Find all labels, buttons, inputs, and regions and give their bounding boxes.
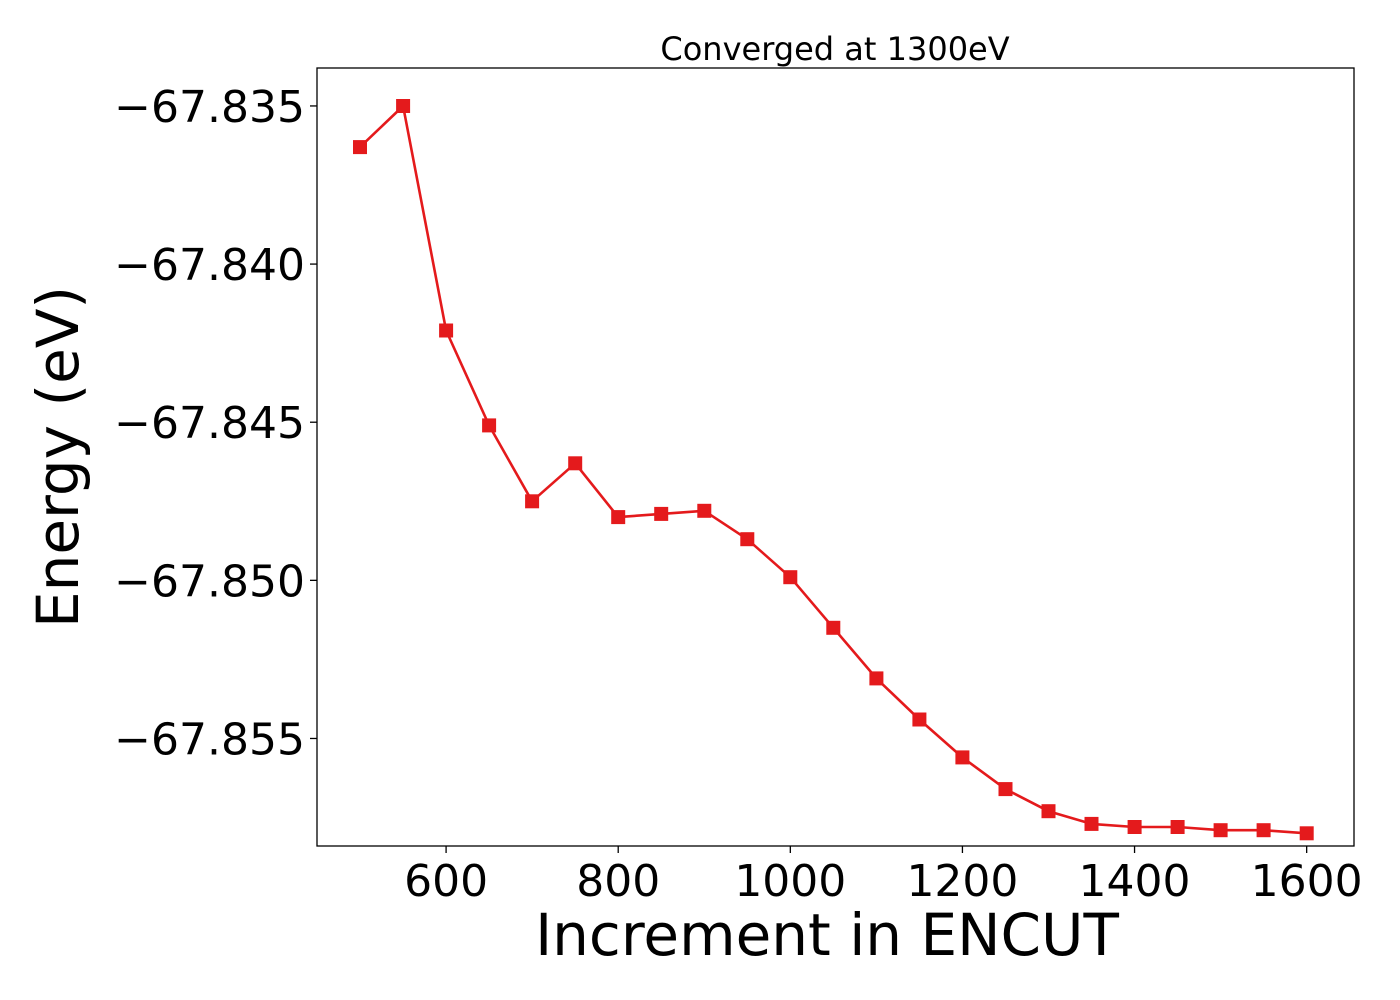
data-point-marker (1256, 823, 1271, 838)
x-tick-label: 1400 (1079, 856, 1191, 907)
y-tick-label: −67.845 (114, 398, 305, 449)
y-axis-label: Energy (eV) (24, 286, 92, 628)
data-point-marker (1127, 820, 1142, 834)
data-point-marker (353, 140, 367, 155)
x-tick-label: 800 (576, 856, 660, 907)
data-point-marker (525, 494, 540, 509)
data-point-marker (1041, 804, 1056, 819)
x-tick-label: 1200 (906, 856, 1018, 907)
data-point-marker (1170, 820, 1185, 834)
plot-frame (316, 67, 1355, 847)
data-point-marker (654, 506, 669, 521)
data-point-marker (869, 671, 884, 686)
data-point-marker (439, 323, 454, 338)
x-axis-ticks: 600 800 1000 1200 1400 1600 (404, 846, 1363, 907)
data-point-marker (912, 712, 927, 727)
data-point-marker (826, 620, 841, 635)
data-point-marker (955, 750, 970, 765)
data-point-marker (1299, 826, 1314, 841)
plot-area (316, 67, 1355, 847)
data-point-marker (396, 99, 411, 113)
data-point-marker (1084, 816, 1099, 831)
data-point-marker (740, 532, 755, 547)
series-line (359, 104, 1307, 835)
x-tick-label: 1000 (734, 856, 846, 907)
y-tick-label: −67.850 (114, 556, 305, 607)
y-tick-label: −67.855 (114, 714, 305, 765)
data-point-marker (697, 503, 712, 518)
data-point-marker (611, 510, 626, 525)
y-tick-label: −67.835 (114, 82, 305, 133)
y-tick-label: −67.840 (114, 240, 305, 291)
chart-title: Converged at 1300eV (660, 30, 1009, 68)
data-point-marker (783, 570, 798, 585)
x-axis-label: Increment in ENCUT (535, 901, 1119, 969)
data-point-marker (998, 782, 1013, 797)
series-layer (353, 99, 1314, 841)
data-point-marker (1213, 823, 1228, 838)
x-tick-label: 600 (404, 856, 488, 907)
x-tick-label: 1600 (1251, 856, 1363, 907)
data-point-marker (482, 418, 497, 433)
y-axis-ticks: −67.835 −67.840 −67.845 −67.850 −67.855 (114, 82, 317, 765)
data-point-marker (568, 456, 583, 471)
